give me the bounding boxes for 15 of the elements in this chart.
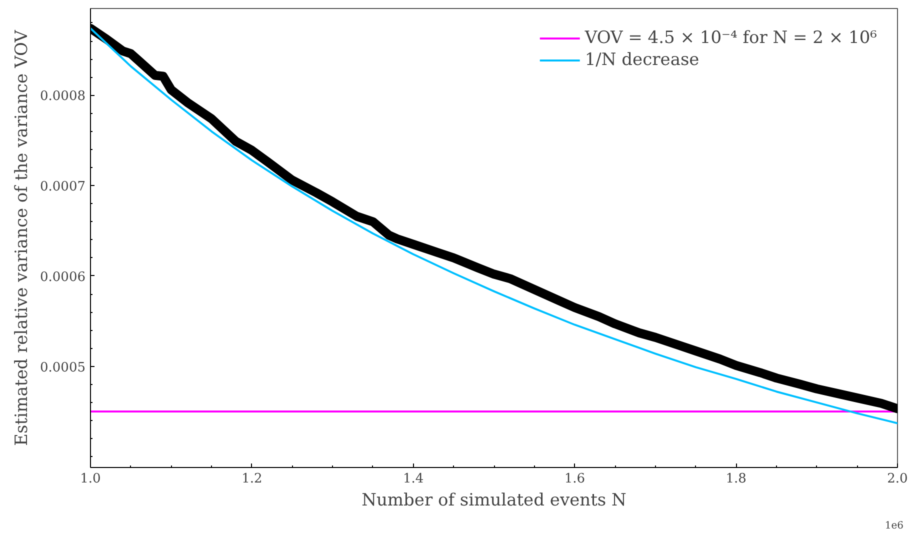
- x-tick-label: 1.8: [726, 472, 746, 486]
- x-tick-label: 1.4: [402, 472, 424, 486]
- legend-label: 1/N decrease: [584, 50, 700, 70]
- y-tick-label: 0.0008: [40, 89, 86, 104]
- y-tick-label: 0.0007: [40, 180, 86, 195]
- y-tick-label: 0.0006: [40, 270, 86, 285]
- x-tick-label: 1.2: [242, 472, 262, 486]
- x-axis-title: Number of simulated events N: [362, 490, 627, 510]
- x-tick-label: 2.0: [887, 472, 908, 486]
- y-tick-label: 0.0005: [40, 360, 86, 376]
- text: 1e6: [884, 520, 904, 532]
- y-axis-title: Estimated relative variance of the variance VOV: [12, 29, 32, 446]
- legend-label: VOV = 4.5 × 10⁻⁴ for N = 2 × 10⁶: [584, 28, 877, 48]
- x-tick-label: 1.0: [80, 472, 101, 486]
- x-tick-label: 1.6: [564, 472, 586, 486]
